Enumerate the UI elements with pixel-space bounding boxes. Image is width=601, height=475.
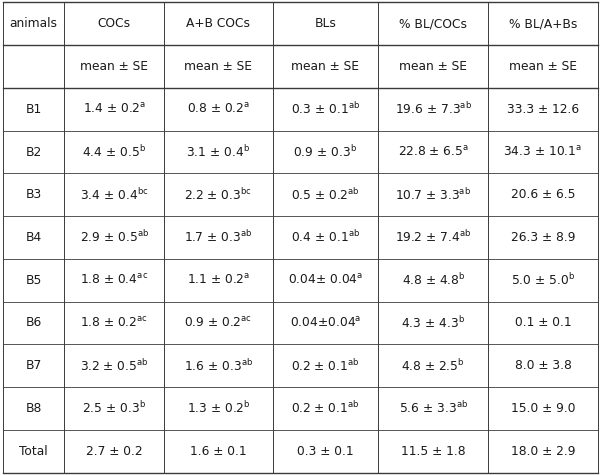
Text: BLs: BLs	[314, 17, 337, 30]
Text: B7: B7	[25, 359, 42, 372]
Text: 1.1 ± 0.2$^{\mathregular{a}}$: 1.1 ± 0.2$^{\mathregular{a}}$	[187, 273, 250, 287]
Text: 2.2 ± 0.3$^{\mathregular{bc}}$: 2.2 ± 0.3$^{\mathregular{bc}}$	[185, 187, 252, 203]
Text: 1.8 ± 0.2$^{\mathregular{ac}}$: 1.8 ± 0.2$^{\mathregular{ac}}$	[81, 316, 148, 330]
Text: 3.1 ± 0.4$^{\mathregular{b}}$: 3.1 ± 0.4$^{\mathregular{b}}$	[186, 144, 251, 160]
Text: 0.8 ± 0.2$^{\mathregular{a}}$: 0.8 ± 0.2$^{\mathregular{a}}$	[187, 102, 249, 116]
Text: % BL/COCs: % BL/COCs	[399, 17, 467, 30]
Text: 0.3 ± 0.1$^{\mathregular{ab}}$: 0.3 ± 0.1$^{\mathregular{ab}}$	[291, 101, 360, 117]
Text: 3.2 ± 0.5$^{\mathregular{ab}}$: 3.2 ± 0.5$^{\mathregular{ab}}$	[80, 358, 148, 374]
Text: 2.7 ± 0.2: 2.7 ± 0.2	[86, 445, 142, 458]
Text: B5: B5	[25, 274, 42, 287]
Text: 22.8 ± 6.5$^{\mathregular{a}}$: 22.8 ± 6.5$^{\mathregular{a}}$	[398, 145, 469, 159]
Text: COCs: COCs	[98, 17, 131, 30]
Text: 19.2 ± 7.4$^{\mathregular{ab}}$: 19.2 ± 7.4$^{\mathregular{ab}}$	[395, 229, 471, 246]
Text: 1.6 ± 0.1: 1.6 ± 0.1	[190, 445, 246, 458]
Text: 1.6 ± 0.3$^{\mathregular{ab}}$: 1.6 ± 0.3$^{\mathregular{ab}}$	[184, 358, 253, 374]
Text: B3: B3	[25, 188, 42, 201]
Text: 18.0 ± 2.9: 18.0 ± 2.9	[511, 445, 575, 458]
Text: 4.4 ± 0.5$^{\mathregular{b}}$: 4.4 ± 0.5$^{\mathregular{b}}$	[82, 144, 146, 160]
Text: 5.0 ± 5.0$^{\mathregular{b}}$: 5.0 ± 5.0$^{\mathregular{b}}$	[511, 272, 575, 288]
Text: A+B COCs: A+B COCs	[186, 17, 251, 30]
Text: 1.4 ± 0.2$^{\mathregular{a}}$: 1.4 ± 0.2$^{\mathregular{a}}$	[83, 102, 146, 116]
Text: mean ± SE: mean ± SE	[509, 60, 577, 73]
Text: 8.0 ± 3.8: 8.0 ± 3.8	[514, 359, 572, 372]
Text: 0.2 ± 0.1$^{\mathregular{ab}}$: 0.2 ± 0.1$^{\mathregular{ab}}$	[291, 358, 360, 374]
Text: Total: Total	[19, 445, 48, 458]
Text: 2.5 ± 0.3$^{\mathregular{b}}$: 2.5 ± 0.3$^{\mathregular{b}}$	[82, 400, 146, 417]
Text: B1: B1	[25, 103, 42, 116]
Text: 15.0 ± 9.0: 15.0 ± 9.0	[511, 402, 575, 415]
Text: animals: animals	[10, 17, 58, 30]
Text: 34.3 ± 10.1$^{\mathregular{a}}$: 34.3 ± 10.1$^{\mathregular{a}}$	[504, 145, 582, 159]
Text: 20.6 ± 6.5: 20.6 ± 6.5	[511, 188, 575, 201]
Text: B2: B2	[25, 145, 42, 159]
Text: 10.7 ± 3.3$^{\mathregular{ab}}$: 10.7 ± 3.3$^{\mathregular{ab}}$	[395, 187, 471, 203]
Text: 5.6 ± 3.3$^{\mathregular{ab}}$: 5.6 ± 3.3$^{\mathregular{ab}}$	[398, 400, 468, 417]
Text: mean ± SE: mean ± SE	[399, 60, 467, 73]
Text: 33.3 ± 12.6: 33.3 ± 12.6	[507, 103, 579, 116]
Text: 11.5 ± 1.8: 11.5 ± 1.8	[401, 445, 466, 458]
Text: 3.4 ± 0.4$^{\mathregular{bc}}$: 3.4 ± 0.4$^{\mathregular{bc}}$	[80, 187, 148, 203]
Text: 0.9 ± 0.2$^{\mathregular{ac}}$: 0.9 ± 0.2$^{\mathregular{ac}}$	[185, 316, 252, 330]
Text: 1.8 ± 0.4$^{\mathregular{ac}}$: 1.8 ± 0.4$^{\mathregular{ac}}$	[80, 273, 148, 287]
Text: 1.7 ± 0.3$^{\mathregular{ab}}$: 1.7 ± 0.3$^{\mathregular{ab}}$	[185, 229, 252, 246]
Text: 0.2 ± 0.1$^{\mathregular{ab}}$: 0.2 ± 0.1$^{\mathregular{ab}}$	[291, 400, 360, 417]
Text: mean ± SE: mean ± SE	[185, 60, 252, 73]
Text: 2.9 ± 0.5$^{\mathregular{ab}}$: 2.9 ± 0.5$^{\mathregular{ab}}$	[79, 229, 149, 246]
Text: 19.6 ± 7.3$^{\mathregular{ab}}$: 19.6 ± 7.3$^{\mathregular{ab}}$	[395, 101, 472, 117]
Text: 4.8 ± 4.8$^{\mathregular{b}}$: 4.8 ± 4.8$^{\mathregular{b}}$	[401, 272, 465, 288]
Text: 1.3 ± 0.2$^{\mathregular{b}}$: 1.3 ± 0.2$^{\mathregular{b}}$	[187, 400, 250, 417]
Text: 0.3 ± 0.1: 0.3 ± 0.1	[297, 445, 354, 458]
Text: % BL/A+Bs: % BL/A+Bs	[509, 17, 577, 30]
Text: mean ± SE: mean ± SE	[81, 60, 148, 73]
Text: 0.04±0.04$^{\mathregular{a}}$: 0.04±0.04$^{\mathregular{a}}$	[290, 316, 361, 330]
Text: 0.9 ± 0.3$^{\mathregular{b}}$: 0.9 ± 0.3$^{\mathregular{b}}$	[293, 144, 358, 160]
Text: B8: B8	[25, 402, 42, 415]
Text: 26.3 ± 8.9: 26.3 ± 8.9	[511, 231, 575, 244]
Text: 4.8 ± 2.5$^{\mathregular{b}}$: 4.8 ± 2.5$^{\mathregular{b}}$	[401, 358, 465, 374]
Text: 0.5 ± 0.2$^{\mathregular{ab}}$: 0.5 ± 0.2$^{\mathregular{ab}}$	[291, 187, 360, 203]
Text: 4.3 ± 4.3$^{\mathregular{b}}$: 4.3 ± 4.3$^{\mathregular{b}}$	[401, 315, 465, 331]
Text: 0.04± 0.04$^{\mathregular{a}}$: 0.04± 0.04$^{\mathregular{a}}$	[288, 273, 363, 287]
Text: B6: B6	[25, 316, 42, 330]
Text: 0.1 ± 0.1: 0.1 ± 0.1	[514, 316, 572, 330]
Text: mean ± SE: mean ± SE	[291, 60, 359, 73]
Text: B4: B4	[25, 231, 42, 244]
Text: 0.4 ± 0.1$^{\mathregular{ab}}$: 0.4 ± 0.1$^{\mathregular{ab}}$	[291, 229, 360, 246]
